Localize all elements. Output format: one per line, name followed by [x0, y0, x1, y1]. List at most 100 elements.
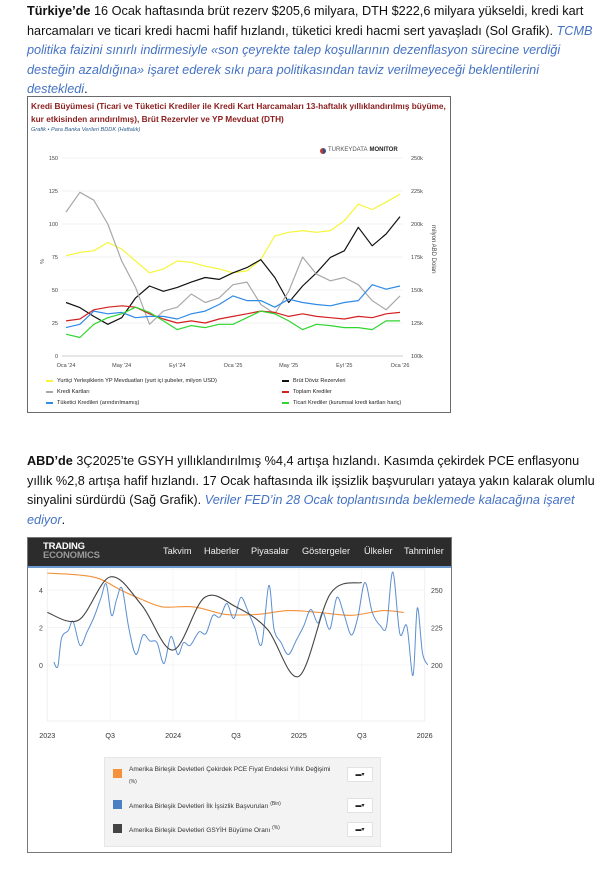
series-style-button[interactable]: ▬▾ [347, 767, 373, 782]
legend-label: Kredi Kartları [57, 389, 90, 395]
legend-unit: (%) [272, 825, 280, 831]
turkeydatamonitor-logo: TURKEYDATA MONITOR [320, 147, 398, 154]
y2-tick-label: 200 [431, 663, 443, 670]
y2-tick-label: 250k [411, 156, 423, 162]
paragraph-text: 16 Ocak haftasında brüt rezerv $205,6 mi… [27, 4, 584, 38]
x-tick-label: Oca '24 [57, 363, 76, 369]
legend-label: Amerika Birleşik Devletleri İlk İşsizlik… [129, 803, 269, 811]
paragraph-end: . [61, 512, 66, 527]
legend-item[interactable]: Toplam Krediler [282, 388, 332, 396]
x-tick-label: May '25 [279, 363, 298, 369]
x-tick-label: 2023 [39, 731, 55, 740]
legend-label: Ticari Krediler (kurumsal kredi kartları… [293, 400, 402, 406]
chart2-plot: 0 200 2 225 4 250 2023 Q3 2024 Q3 2025 Q3 2026 [39, 568, 443, 740]
nav-gostergeler[interactable]: Göstergeler [302, 546, 351, 556]
legend-swatch [282, 380, 289, 382]
bar-chart-icon: ▬▾ [355, 803, 365, 809]
flag-chart-icon: ▬▾ [355, 772, 365, 778]
legend-label: Brüt Döviz Rezervleri [293, 378, 346, 384]
nav-piyasalar[interactable]: Piyasalar [251, 546, 289, 556]
x-tick-label: 2025 [291, 731, 307, 740]
paragraph-lead: ABD’de [27, 454, 73, 468]
logo-line1: TRADING [43, 541, 85, 552]
chart2-legend: Amerika Birleşik Devletleri Çekirdek PCE… [104, 757, 381, 847]
y2-tick-label: 175k [411, 255, 423, 261]
y-tick-label: 25 [52, 321, 58, 327]
legend-unit: (Bin) [270, 801, 281, 807]
legend-item[interactable]: Brüt Döviz Rezervleri [282, 377, 346, 385]
brand-bold: MONITOR [369, 147, 398, 153]
y-tick-label: 0 [55, 354, 58, 360]
tradingeconomics-header: TRADING ECONOMICS Takvim Haberler Piyasa… [28, 538, 451, 568]
legend-label: Tüketici Kredileri (arındırılmamış) [57, 400, 140, 406]
tradingeconomics-logo[interactable]: TRADING ECONOMICS [43, 541, 100, 561]
y2-tick-label: 100k [411, 354, 423, 360]
us-macro-chart: TRADING ECONOMICS Takvim Haberler Piyasa… [27, 537, 452, 853]
legend-swatch [282, 402, 289, 404]
logo-line2: ECONOMICS [43, 550, 100, 561]
series-line-1 [65, 216, 401, 325]
x-tick-label: 2024 [165, 731, 181, 740]
dark-swatch [113, 824, 122, 833]
y-tick-label: 150 [49, 156, 58, 162]
orange-swatch [113, 769, 122, 778]
series-line-0 [47, 572, 404, 616]
chart-subtitle: Grafik • Para Banka Verileri BDDK (Hafta… [31, 127, 141, 133]
series-style-button[interactable]: ▬▾ [347, 822, 373, 837]
legend-swatch [46, 380, 53, 382]
legend-label: Amerika Birleşik Devletleri Çekirdek PCE… [129, 766, 331, 773]
legend-item[interactable]: Yurtiçi Yerleşiklerin YP Mevduatları (yu… [46, 377, 217, 385]
y2-tick-label: 150k [411, 288, 423, 294]
legend-swatch [46, 391, 53, 393]
y-tick-label: 75 [52, 255, 58, 261]
paragraph-lead: Türkiye’de [27, 4, 91, 18]
legend-swatch [46, 402, 53, 404]
y-tick-label: 125 [49, 189, 58, 195]
y-tick-label: 100 [49, 222, 58, 228]
x-tick-label: Eyl '25 [336, 363, 352, 369]
legend-swatch [282, 391, 289, 393]
legend-label: Toplam Krediler [293, 389, 332, 395]
y2-axis-label: milyon ABD Doları [430, 225, 436, 274]
nav-haberler[interactable]: Haberler [204, 546, 240, 556]
globe-icon [320, 147, 326, 154]
chart-title: Kredi Büyümesi (Ticari ve Tüketici Kredi… [31, 101, 446, 124]
y-tick-label: 2 [39, 626, 43, 633]
x-tick-label: Q3 [231, 731, 241, 740]
x-tick-label: Oca '25 [224, 363, 243, 369]
series-line-0 [65, 193, 401, 274]
nav-ulkeler[interactable]: Ülkeler [364, 546, 393, 556]
paragraph-italic: Veriler FED’in 28 Ocak toplantısında bek… [27, 493, 575, 527]
y-axis-label: % [38, 259, 44, 264]
series-line-5 [65, 306, 400, 339]
paragraph-turkey: Türkiye’de 16 Ocak haftasında brüt rezer… [27, 2, 599, 100]
y2-tick-label: 225 [431, 626, 443, 633]
series-line-2 [65, 191, 401, 325]
series-line-2 [47, 576, 362, 678]
y-tick-label: 0 [39, 663, 43, 670]
x-tick-label: 2026 [417, 731, 433, 740]
paragraph-italic: TCMB politika faizini sınırlı indirmesiy… [27, 23, 593, 97]
series-line-3 [65, 305, 401, 324]
x-tick-label: Q3 [105, 731, 115, 740]
legend-unit: (%) [129, 779, 137, 785]
x-tick-label: Oca '26 [391, 363, 410, 369]
turkey-credit-chart: 0 100k 25 125k 50 150k 75 175k 100 200k 125 225k 150… [27, 96, 451, 413]
y2-tick-label: 200k [411, 222, 423, 228]
nav-takvim[interactable]: Takvim [163, 546, 192, 556]
x-tick-label: Q3 [357, 731, 367, 740]
paragraph-usa: ABD’de 3Ç2025’te GSYH yıllıklandırılmış … [27, 452, 599, 530]
nav-tahminler[interactable]: Tahminler [404, 546, 444, 556]
y2-tick-label: 250 [431, 588, 443, 595]
legend-item[interactable]: Kredi Kartları [46, 388, 90, 396]
x-tick-label: Eyl '24 [169, 363, 185, 369]
legend-item[interactable]: Ticari Krediler (kurumsal kredi kartları… [282, 399, 401, 407]
y2-tick-label: 225k [411, 189, 423, 195]
flag-chart-icon: ▬▾ [355, 827, 365, 833]
paragraph-end: . [84, 82, 88, 96]
chart-header: Kredi Büyümesi (Ticari ve Tüketici Kredi… [31, 100, 449, 134]
x-tick-label: May '24 [112, 363, 131, 369]
series-style-button[interactable]: ▬▾ [347, 798, 373, 813]
legend-item[interactable]: Tüketici Kredileri (arındırılmamış) [46, 399, 139, 407]
legend-label: Amerika Birleşik Devletleri GSYİH Büyüme… [129, 827, 271, 835]
